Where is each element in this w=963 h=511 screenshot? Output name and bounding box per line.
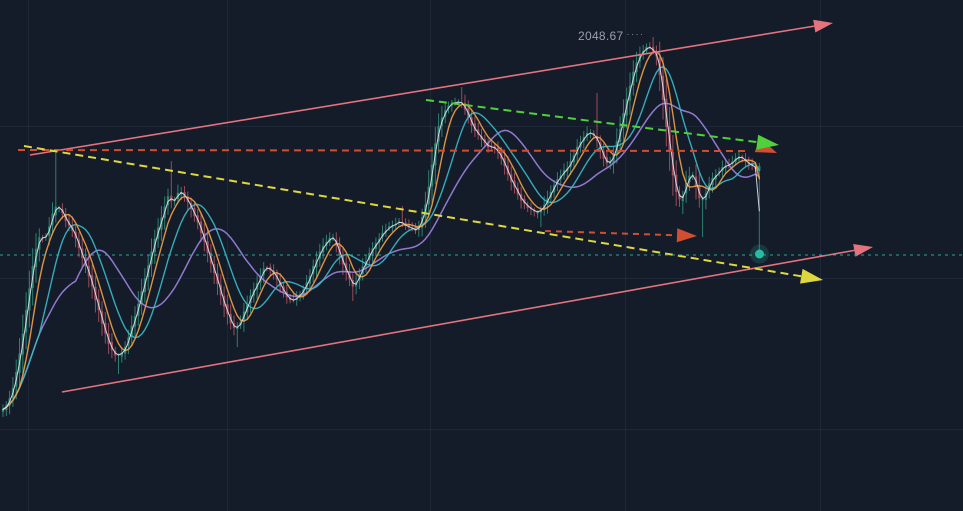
descending-dashed-yellow[interactable] — [23, 145, 802, 278]
descending-dashed-green[interactable] — [425, 99, 758, 144]
price-level-value: 2048.67 — [578, 29, 624, 43]
current-price-dot — [750, 244, 769, 264]
horizontal-resistance-dashed-red[interactable] — [17, 149, 751, 152]
ma-purple — [2, 102, 761, 411]
upper-channel-trendline[interactable] — [29, 25, 815, 156]
upper-channel-trendline-arrowhead[interactable] — [813, 19, 833, 33]
ma-white — [2, 46, 760, 410]
minor-support-dashed-red[interactable] — [544, 230, 678, 237]
descending-dashed-yellow-arrowhead[interactable] — [800, 268, 823, 284]
descending-dashed-green-arrowhead[interactable] — [756, 134, 779, 150]
price-level-dots: ···· — [626, 29, 645, 39]
lower-channel-trendline[interactable] — [61, 249, 855, 393]
annotation-lines-layer — [0, 19, 963, 393]
price-level-label: 2048.67 ···· — [578, 29, 644, 43]
ma-cyan — [2, 66, 760, 411]
ma-orange — [2, 50, 760, 411]
moving-averages-layer — [2, 46, 761, 411]
lower-channel-trendline-arrowhead[interactable] — [853, 243, 873, 257]
minor-support-dashed-red-arrowhead[interactable] — [676, 228, 697, 243]
